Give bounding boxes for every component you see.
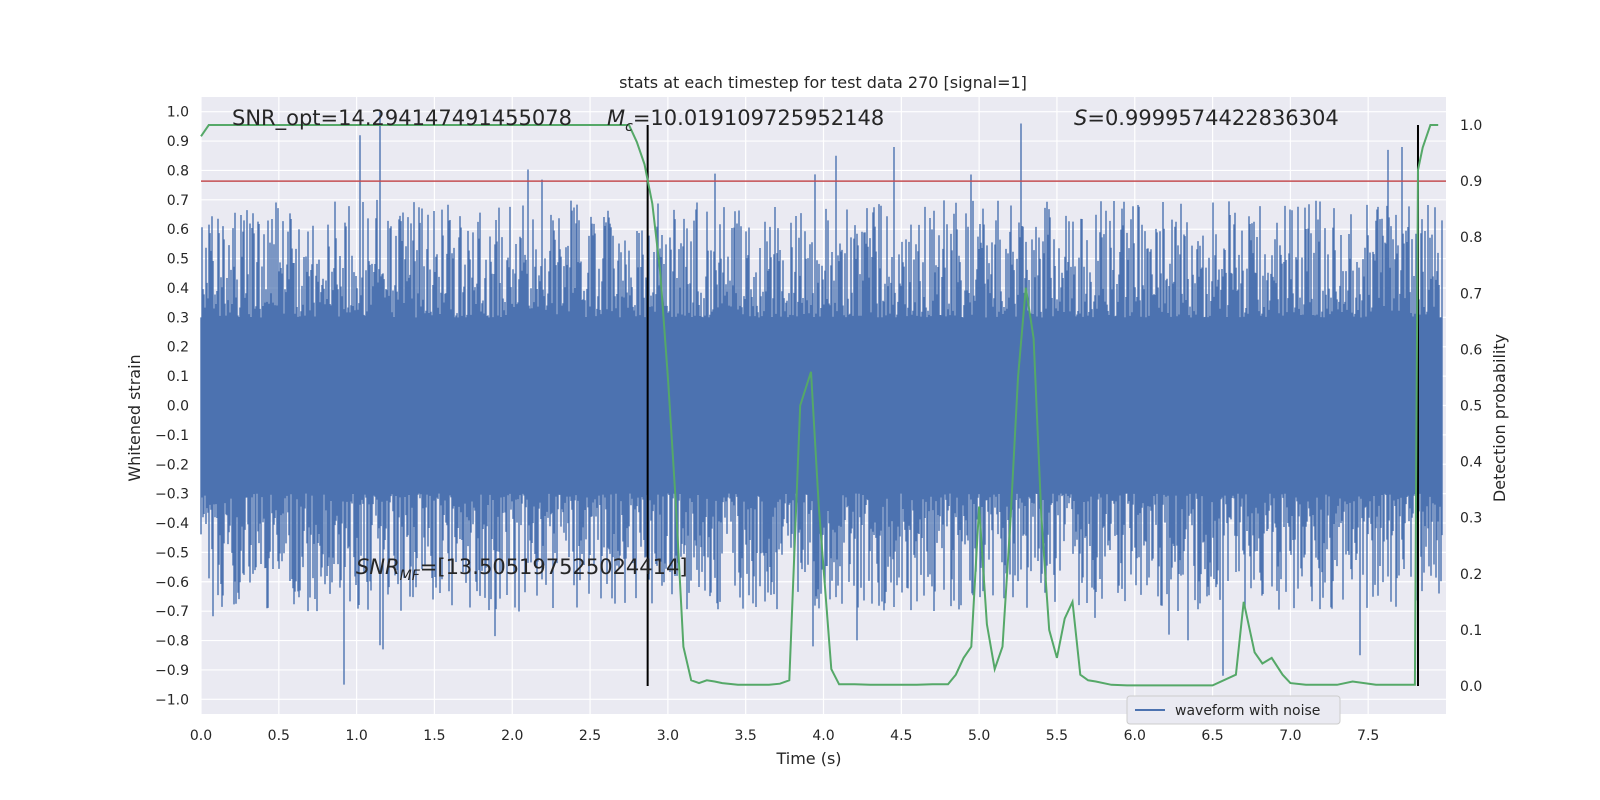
x-tick-label: 6.0 xyxy=(1124,728,1146,744)
snr-opt-annotation: SNR_opt=14.294147491455078 xyxy=(232,106,572,131)
mc-annotation: Mc=10.019109725952148 xyxy=(607,106,884,135)
y-tick-label: 0.0 xyxy=(167,399,189,415)
y-tick-label: −0.7 xyxy=(155,604,189,620)
x-tick-label: 2.0 xyxy=(501,728,523,744)
tick-labels: 0.0 0.5 1.0 1.5 2.0 2.5 3.0 3.5 4.0 4.5 5.0 5.5 6.0 6… xyxy=(155,105,1482,744)
snr-mf-annotation: SNRMF=[13.505197525024414] xyxy=(356,555,688,584)
y2-tick-label: 0.8 xyxy=(1460,230,1482,246)
y-tick-label: 0.5 xyxy=(167,252,189,268)
legend: waveform with noise xyxy=(1126,695,1341,725)
y-tick-label: −0.1 xyxy=(155,428,189,444)
y2-tick-label: 1.0 xyxy=(1460,118,1482,134)
x-tick-label: 3.0 xyxy=(657,728,679,744)
y-tick-label: −0.4 xyxy=(155,516,189,532)
y2-tick-label: 0.1 xyxy=(1460,623,1482,639)
y2-tick-label: 0.4 xyxy=(1460,455,1482,471)
y-axis-label: Whitened strain xyxy=(125,354,144,481)
y-tick-label: −0.6 xyxy=(155,575,189,591)
y-tick-label: 0.9 xyxy=(167,134,189,150)
legend-entry: waveform with noise xyxy=(1175,703,1320,719)
x-tick-label: 7.0 xyxy=(1279,728,1301,744)
x-tick-label: 2.5 xyxy=(579,728,601,744)
x-axis-label: Time (s) xyxy=(775,749,841,768)
y2-tick-label: 0.3 xyxy=(1460,511,1482,527)
probability-line xyxy=(200,124,1439,687)
x-tick-label: 1.0 xyxy=(345,728,367,744)
x-tick-label: 5.0 xyxy=(968,728,990,744)
y-tick-label: 0.3 xyxy=(167,310,189,326)
x-tick-label: 7.5 xyxy=(1357,728,1379,744)
y-tick-label: 0.2 xyxy=(167,340,189,356)
chart-title: stats at each timestep for test data 270… xyxy=(619,73,1027,92)
y-tick-label: −0.9 xyxy=(155,663,189,679)
x-tick-label: 4.0 xyxy=(812,728,834,744)
y2-tick-label: 0.9 xyxy=(1460,174,1482,190)
x-tick-label: 6.5 xyxy=(1201,728,1223,744)
y-tick-label: −0.5 xyxy=(155,545,189,561)
strain-series xyxy=(200,111,1443,685)
y-tick-label: 0.8 xyxy=(167,163,189,179)
y-tick-label: −1.0 xyxy=(155,692,189,708)
x-tick-label: 5.5 xyxy=(1046,728,1068,744)
y2-tick-label: 0.0 xyxy=(1460,679,1482,695)
x-tick-label: 3.5 xyxy=(735,728,757,744)
y-tick-label: −0.8 xyxy=(155,634,189,650)
y-tick-label: 0.6 xyxy=(167,222,189,238)
y2-tick-label: 0.6 xyxy=(1460,342,1482,358)
y2-tick-label: 0.2 xyxy=(1460,567,1482,583)
y2-tick-label: 0.5 xyxy=(1460,399,1482,415)
x-tick-label: 0.5 xyxy=(268,728,290,744)
y-tick-label: −0.3 xyxy=(155,487,189,503)
y-tick-label: 0.1 xyxy=(167,369,189,385)
x-tick-label: 0.0 xyxy=(190,728,212,744)
y-tick-label: 0.4 xyxy=(167,281,189,297)
y-tick-label: 0.7 xyxy=(167,193,189,209)
probability-series xyxy=(200,124,1439,687)
s-annotation: S=0.9999574422836304 xyxy=(1074,106,1339,130)
x-tick-label: 4.5 xyxy=(890,728,912,744)
legend-box xyxy=(1126,695,1341,725)
y-tick-label: −0.2 xyxy=(155,457,189,473)
y2-axis-label: Detection probability xyxy=(1490,334,1509,502)
y-tick-label: 1.0 xyxy=(167,105,189,121)
x-tick-label: 1.5 xyxy=(423,728,445,744)
y2-tick-label: 0.7 xyxy=(1460,286,1482,302)
